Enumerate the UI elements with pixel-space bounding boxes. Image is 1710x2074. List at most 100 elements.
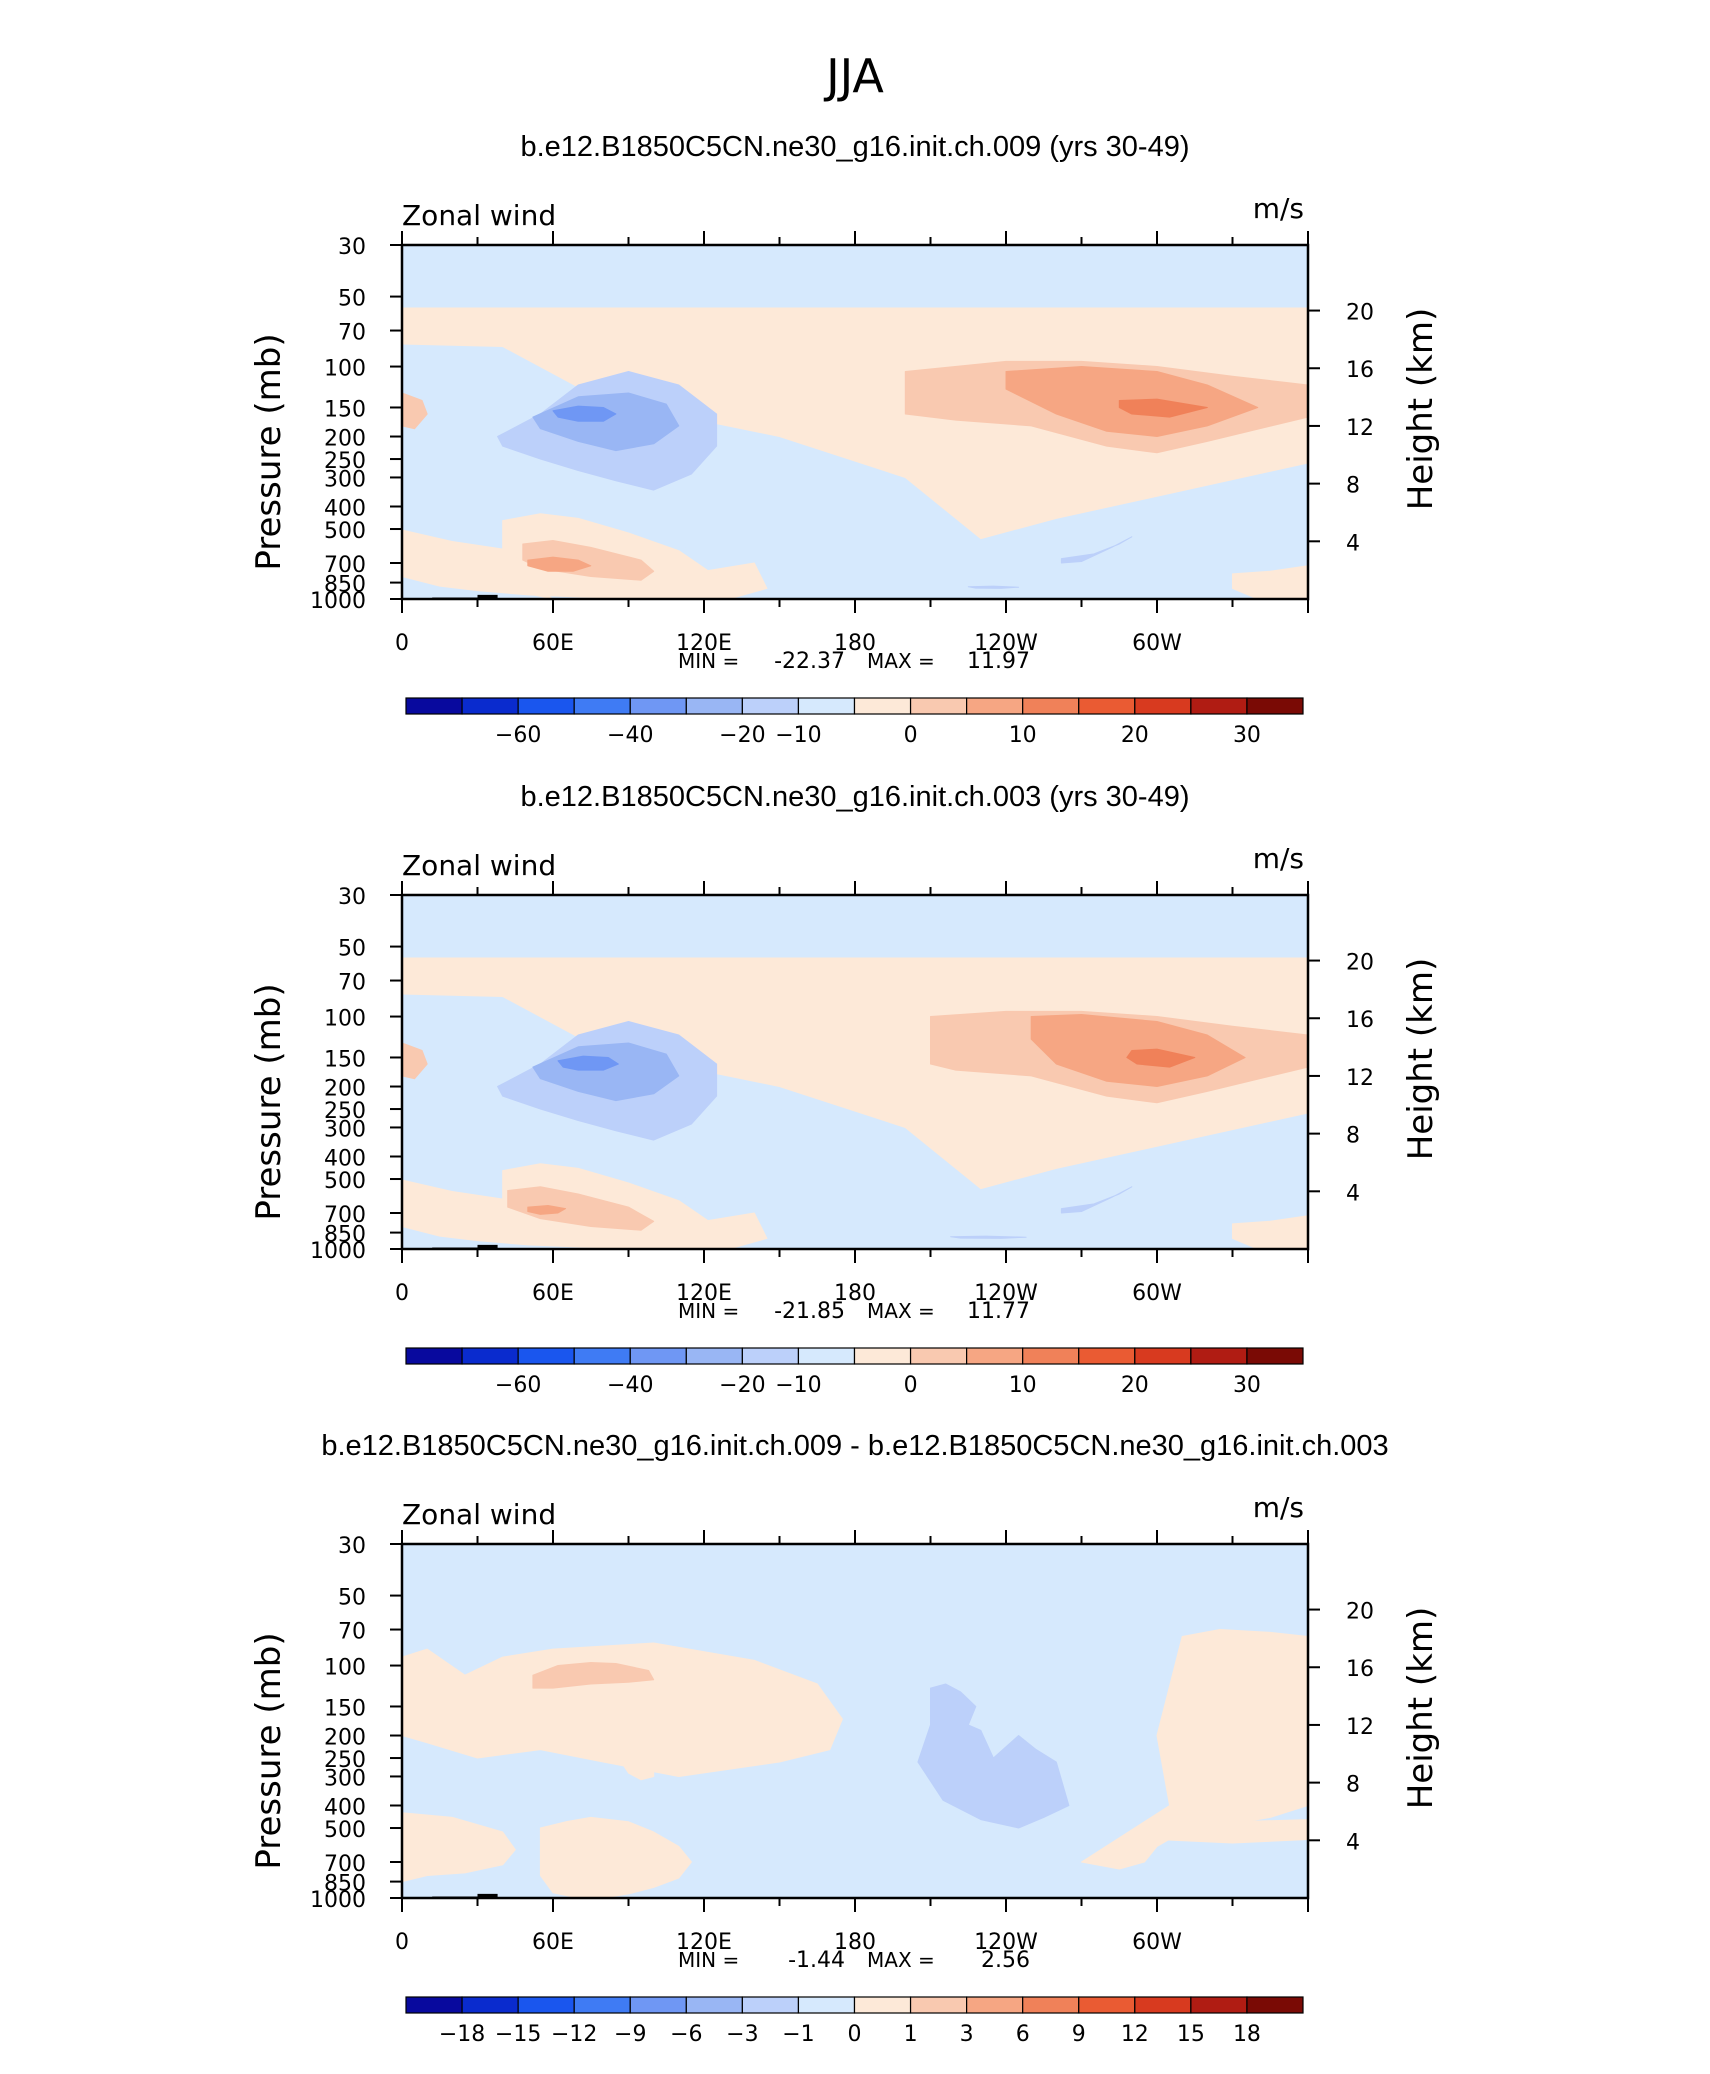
units-label: m/s [1253,192,1304,225]
contour-region [402,1812,516,1883]
colorbar-box [517,1347,575,1365]
colorbar-box [685,1347,743,1365]
height-tick-label: 16 [1346,1657,1374,1682]
panel-2: b.e12.B1850C5CN.ne30_g16.init.ch.003 (yr… [249,781,1441,1398]
contour-region [1126,1048,1196,1068]
colorbar-label: −10 [775,1373,821,1398]
pressure-tick-label: 100 [324,357,366,382]
colorbar-box [685,697,743,715]
pressure-tick-label: 30 [338,235,366,260]
contour-fills [402,957,1308,1249]
contour-region [402,307,1308,345]
colorbar-box [909,1347,968,1365]
colorbar-label: 1 [904,2022,918,2047]
right-axis-title: Height (km) [1401,958,1441,1161]
variable-label: Zonal wind [402,1498,556,1531]
colorbar-label: 18 [1233,2022,1261,2047]
pressure-tick-label: 850 [324,573,366,598]
colorbar-box [629,1347,687,1365]
colorbar-box [1134,697,1192,715]
left-axis-title: Pressure (mb) [249,1632,289,1869]
colorbar-box [461,697,519,715]
lon-tick-label: 120E [676,1930,732,1955]
contour-region [552,405,617,422]
colorbar-box [1134,1996,1192,2014]
pressure-tick-label: 400 [324,1146,366,1171]
colorbar-box [1246,1347,1304,1365]
lon-tick-label: 0 [395,631,409,656]
pressure-tick-label: 400 [324,1795,366,1820]
min-label: MIN = [678,1948,739,1972]
panel-title: b.e12.B1850C5CN.ne30_g16.init.ch.003 (yr… [520,781,1189,813]
colorbar: −60 −40 −20 −10 0 10 20 30 [405,697,1304,748]
colorbar-box [573,1347,631,1365]
colorbar-box [573,697,631,715]
height-tick-label: 16 [1346,358,1374,383]
panel-title: b.e12.B1850C5CN.ne30_g16.init.ch.009 (yr… [520,131,1189,163]
colorbar-box [1246,1996,1304,2014]
pressure-tick-label: 250 [324,1099,366,1124]
right-axis-title: Height (km) [1401,1607,1441,1810]
pressure-tick-label: 30 [338,885,366,910]
contour-region [402,957,1308,995]
colorbar-box [1022,1347,1080,1365]
height-tick-label: 16 [1346,1008,1374,1033]
lon-tick-label: 120E [676,631,732,656]
left-axis-title: Pressure (mb) [249,983,289,1220]
colorbar-box [1246,697,1304,715]
colorbar-label: −20 [719,1373,765,1398]
pressure-tick-label: 200 [324,1077,366,1102]
colorbar-box [853,697,912,715]
colorbar-box [797,1347,856,1365]
lon-tick-label: 120W [974,1281,1038,1306]
colorbar-box [573,1996,631,2014]
min-label: MIN = [678,649,739,673]
variable-label: Zonal wind [402,849,556,882]
pressure-tick-label: 50 [338,1586,366,1611]
colorbar-label: −15 [495,2022,541,2047]
colorbar-box [629,697,687,715]
colorbar-label: 10 [1009,723,1037,748]
pressure-tick-label: 70 [338,321,366,346]
colorbar-label: −40 [607,723,653,748]
colorbar-label: −60 [495,1373,541,1398]
min-label: MIN = [678,1299,739,1323]
units-label: m/s [1253,842,1304,875]
colorbar-box [685,1996,743,2014]
pressure-tick-label: 250 [324,449,366,474]
contour-region [532,1042,680,1102]
lon-tick-label: 60W [1132,631,1182,656]
lon-tick-label: 60W [1132,1930,1182,1955]
contour-region [402,1042,428,1080]
height-tick-label: 12 [1346,1715,1374,1740]
colorbar-label: 0 [904,723,918,748]
height-tick-label: 4 [1346,1830,1360,1855]
max-value: 11.77 [967,1299,1030,1324]
contour-region [967,585,1020,589]
min-value: -21.85 [774,1299,845,1324]
colorbar-label: 15 [1177,2022,1205,2047]
contour-region [402,392,428,430]
colorbar-box [797,697,856,715]
colorbar-label: 6 [1016,2022,1030,2047]
pressure-tick-label: 1000 [310,589,366,614]
colorbar-box [517,697,575,715]
contour-region [557,1055,619,1071]
height-tick-label: 4 [1346,1181,1360,1206]
colorbar-box [405,1347,463,1365]
colorbar-box [966,697,1024,715]
contour-region [507,1186,655,1231]
pressure-tick-label: 850 [324,1872,366,1897]
colorbar-box [1134,1347,1192,1365]
pressure-tick-label: 50 [338,937,366,962]
colorbar-label: −9 [614,2022,646,2047]
panel-title: b.e12.B1850C5CN.ne30_g16.init.ch.009 - b… [321,1430,1388,1462]
panels: b.e12.B1850C5CN.ne30_g16.init.ch.009 (yr… [249,131,1441,2047]
colorbar-label: 9 [1072,2022,1086,2047]
colorbar: −60 −40 −20 −10 0 10 20 30 [405,1347,1304,1398]
colorbar-box [741,1347,800,1365]
pressure-tick-label: 700 [324,553,366,578]
colorbar-label: −60 [495,723,541,748]
pressure-tick-label: 30 [338,1534,366,1559]
lon-tick-label: 180 [834,631,876,656]
